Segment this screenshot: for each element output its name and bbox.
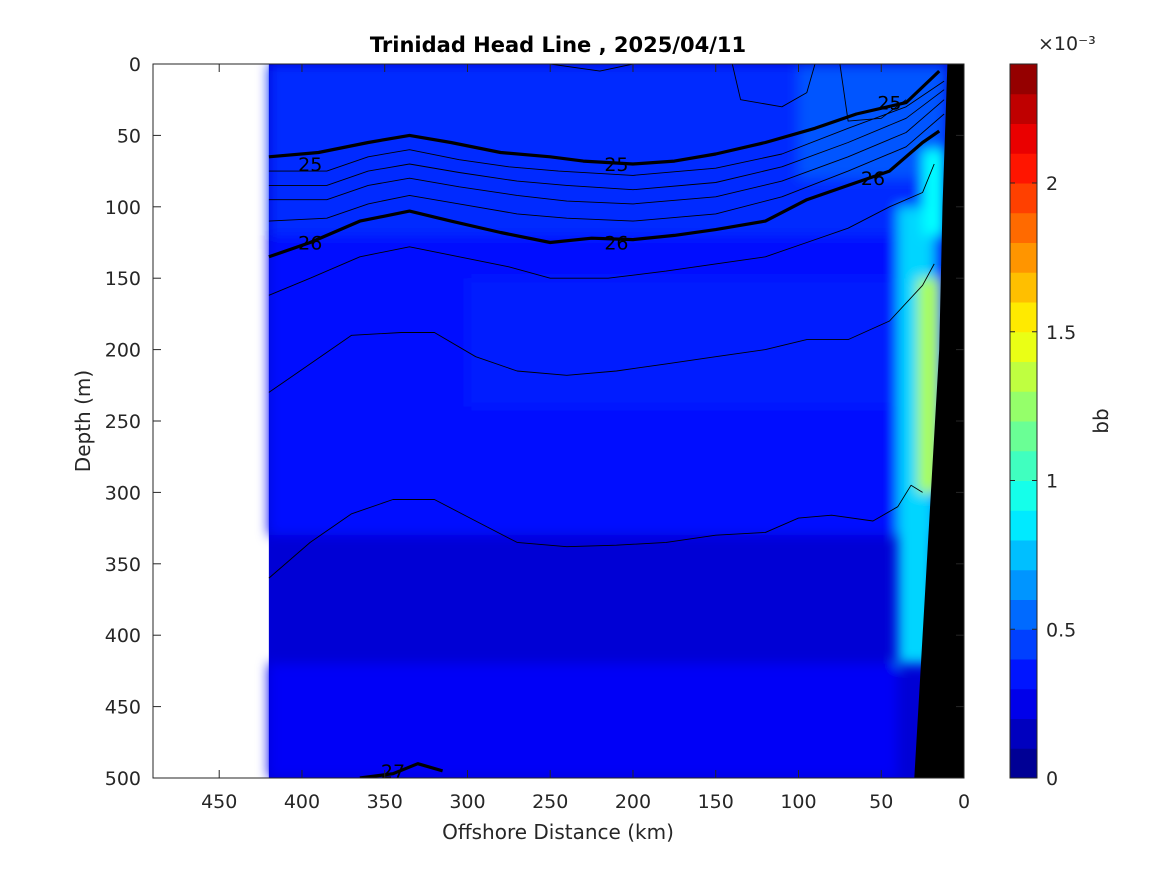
x-tick-label: 450 xyxy=(201,791,237,813)
contour-label-2: 25 xyxy=(877,93,901,115)
contour-line-12 xyxy=(550,64,634,72)
colorbar-segment xyxy=(1010,123,1037,154)
contour-line-2 xyxy=(359,762,444,778)
x-tick-label: 200 xyxy=(615,791,651,813)
y-tick-label: 250 xyxy=(105,411,141,433)
x-tick-label: 350 xyxy=(367,791,403,813)
contour-line-10 xyxy=(839,64,907,122)
colorbar-segment xyxy=(1010,272,1037,303)
bathymetry-mask xyxy=(914,64,964,778)
y-tick-label: 450 xyxy=(105,697,141,719)
field-bottom-layer xyxy=(268,663,898,778)
field-mid-patch xyxy=(467,278,898,407)
contour-label-4: 26 xyxy=(604,233,628,255)
colorbar-segment xyxy=(1010,64,1037,95)
contour-line-4 xyxy=(268,89,945,191)
field-structure xyxy=(268,64,948,778)
colorbar-segment xyxy=(1010,569,1037,600)
colorbar-segment xyxy=(1010,302,1037,333)
x-tick-label: 400 xyxy=(284,791,320,813)
colorbar-segment xyxy=(1010,450,1037,481)
contour-line-0 xyxy=(268,69,941,166)
contour-labels: 25 25 25 26 26 26 27 xyxy=(298,93,901,783)
colorbar-tick-label: 1.5 xyxy=(1046,322,1076,344)
colorbar-label: bb xyxy=(1089,408,1113,433)
y-axis-label: Depth (m) xyxy=(71,370,95,472)
x-axis-ticks: 450 400 350 300 250 200 150 100 50 0 xyxy=(201,64,970,813)
colorbar-segment xyxy=(1010,212,1037,243)
contour-line-3 xyxy=(268,80,945,176)
seafloor xyxy=(914,64,964,778)
colorbar-segment xyxy=(1010,629,1037,660)
y-tick-label: 150 xyxy=(105,268,141,290)
contour-line-7 xyxy=(268,163,935,296)
contour-label-0: 25 xyxy=(298,154,322,176)
y-tick-label: 300 xyxy=(105,482,141,504)
colorbar-segment xyxy=(1010,183,1037,214)
x-tick-label: 50 xyxy=(869,791,893,813)
y-tick-label: 50 xyxy=(117,125,141,147)
contour-line-9 xyxy=(268,484,923,579)
colorbar-segment xyxy=(1010,718,1037,749)
colorbar xyxy=(1010,64,1037,779)
y-tick-label: 500 xyxy=(105,768,141,790)
chart-title: Trinidad Head Line , 2025/04/11 xyxy=(370,33,746,57)
colorbar-tick-label: 0 xyxy=(1046,768,1058,790)
y-tick-label: 0 xyxy=(129,54,141,76)
x-tick-label: 150 xyxy=(698,791,734,813)
y-axis-ticks: 0 50 100 150 200 250 300 350 400 450 500 xyxy=(105,54,964,790)
contour-label-5: 26 xyxy=(861,168,885,190)
data-field xyxy=(268,64,964,778)
contour-line-8 xyxy=(268,263,935,393)
colorbar-segment xyxy=(1010,688,1037,719)
x-tick-label: 0 xyxy=(958,791,970,813)
field-coastal-high xyxy=(917,278,940,493)
colorbar-ticks: 0 0.5 1 1.5 2 xyxy=(1010,173,1076,790)
colorbar-segment xyxy=(1010,242,1037,273)
colorbar-segment xyxy=(1010,599,1037,630)
contour-label-3: 26 xyxy=(298,233,322,255)
x-axis-label: Offshore Distance (km) xyxy=(442,820,674,844)
colorbar-segment xyxy=(1010,510,1037,541)
colorbar-box xyxy=(1009,63,1038,779)
y-tick-label: 350 xyxy=(105,554,141,576)
colorbar-tick-label: 1 xyxy=(1046,471,1058,493)
y-tick-label: 100 xyxy=(105,197,141,219)
colorbar-segment xyxy=(1010,480,1037,511)
colorbar-segment xyxy=(1010,748,1037,779)
colorbar-segment xyxy=(1010,361,1037,392)
y-tick-label: 200 xyxy=(105,340,141,362)
colorbar-segment xyxy=(1010,331,1037,362)
contour-line-5 xyxy=(268,99,945,205)
contour-label-6: 27 xyxy=(381,761,405,783)
colorbar-exponent: ×10⁻³ xyxy=(1038,33,1096,55)
x-tick-label: 100 xyxy=(780,791,816,813)
colorbar-segment xyxy=(1010,659,1037,690)
colorbar-segment xyxy=(1010,421,1037,452)
density-contours xyxy=(268,64,945,778)
x-tick-label: 250 xyxy=(532,791,568,813)
contour-line-11 xyxy=(731,64,816,108)
colorbar-segment xyxy=(1010,153,1037,184)
contour-label-1: 25 xyxy=(604,154,628,176)
y-tick-label: 400 xyxy=(105,625,141,647)
contour-line-6 xyxy=(268,113,945,222)
colorbar-tick-label: 0.5 xyxy=(1046,619,1076,641)
contour-line-1 xyxy=(268,129,941,259)
field-coastal-upper xyxy=(922,149,945,236)
colorbar-segment xyxy=(1010,93,1037,124)
x-tick-label: 300 xyxy=(449,791,485,813)
colorbar-tick-label: 2 xyxy=(1046,173,1058,195)
colorbar-segment xyxy=(1010,540,1037,571)
colorbar-segment xyxy=(1010,391,1037,422)
